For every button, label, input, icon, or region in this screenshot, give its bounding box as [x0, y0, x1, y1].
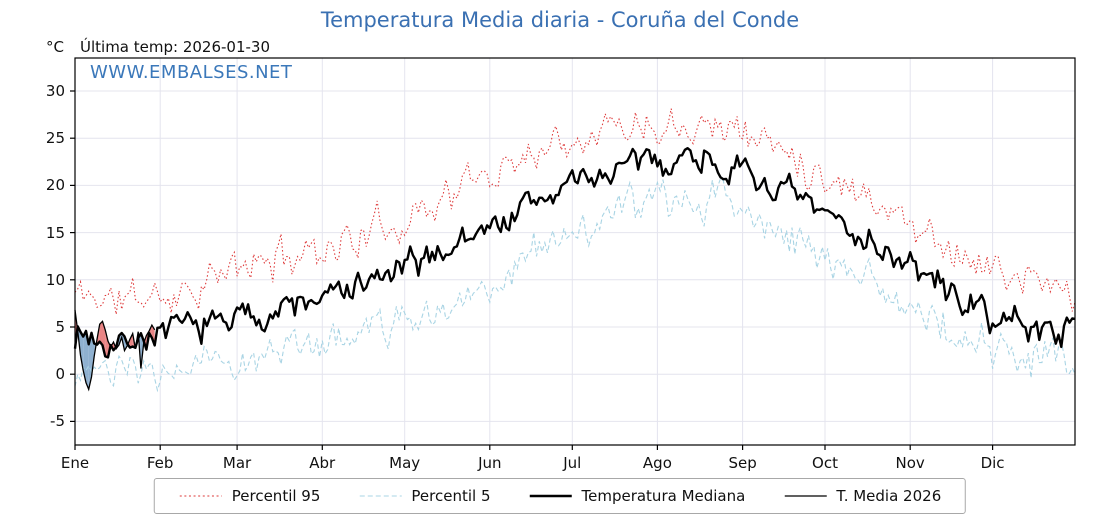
x-tick-label: Nov: [895, 454, 925, 472]
legend-label-percentil-95: Percentil 95: [231, 487, 321, 505]
x-tick-label: May: [389, 454, 421, 472]
legend-item-percentil-95: Percentil 95: [179, 487, 321, 505]
y-tick-label: 15: [45, 223, 65, 242]
x-tick-label: Oct: [812, 454, 838, 472]
x-tick-label: Ago: [642, 454, 672, 472]
embalses-watermark: WWW.EMBALSES.NET: [90, 62, 293, 83]
percentil-5-line-sample-icon: [359, 495, 402, 497]
x-tick-label: Jun: [478, 454, 502, 472]
legend-label-temperatura-mediana: Temperatura Mediana: [581, 487, 746, 505]
x-tick-label: Jul: [563, 454, 582, 472]
temperature-chart-canvas: [70, 57, 1076, 450]
y-tick-label: 5: [55, 318, 65, 336]
y-tick-label: 30: [45, 82, 65, 101]
legend-item-percentil-5: Percentil 5: [358, 487, 490, 505]
temperatura-mediana-line-sample-icon: [529, 494, 572, 498]
chart-page: Temperatura Media diaria - Coruña del Co…: [45, 8, 1076, 514]
x-tick-label: Sep: [728, 454, 757, 472]
legend-item-t-media-2026: T. Media 2026: [783, 487, 941, 505]
t-media-2026-line-sample-icon: [784, 495, 827, 497]
y-axis-unit-label: °C: [46, 38, 64, 56]
y-tick-label: 25: [45, 129, 65, 148]
y-tick-label: 0: [55, 365, 65, 384]
x-tick-label: Abr: [309, 454, 336, 472]
y-tick-label: -5: [50, 412, 65, 431]
x-tick-label: Feb: [146, 454, 174, 472]
x-tick-label: Mar: [222, 454, 252, 472]
x-tick-label: Ene: [60, 454, 90, 472]
y-tick-label: 10: [45, 270, 65, 289]
legend-label-percentil-5: Percentil 5: [411, 487, 491, 505]
y-tick-label: 20: [45, 176, 65, 195]
last-temperature-date-label: Última temp: 2026-01-30: [80, 38, 271, 56]
legend-label-t-media-2026: T. Media 2026: [836, 487, 942, 505]
chart-title: Temperatura Media diaria - Coruña del Co…: [320, 8, 800, 32]
legend: Percentil 95 Percentil 5 Temperatura Med…: [153, 478, 967, 514]
legend-item-temperatura-mediana: Temperatura Mediana: [528, 487, 745, 505]
x-tick-label: Dic: [980, 454, 1005, 472]
